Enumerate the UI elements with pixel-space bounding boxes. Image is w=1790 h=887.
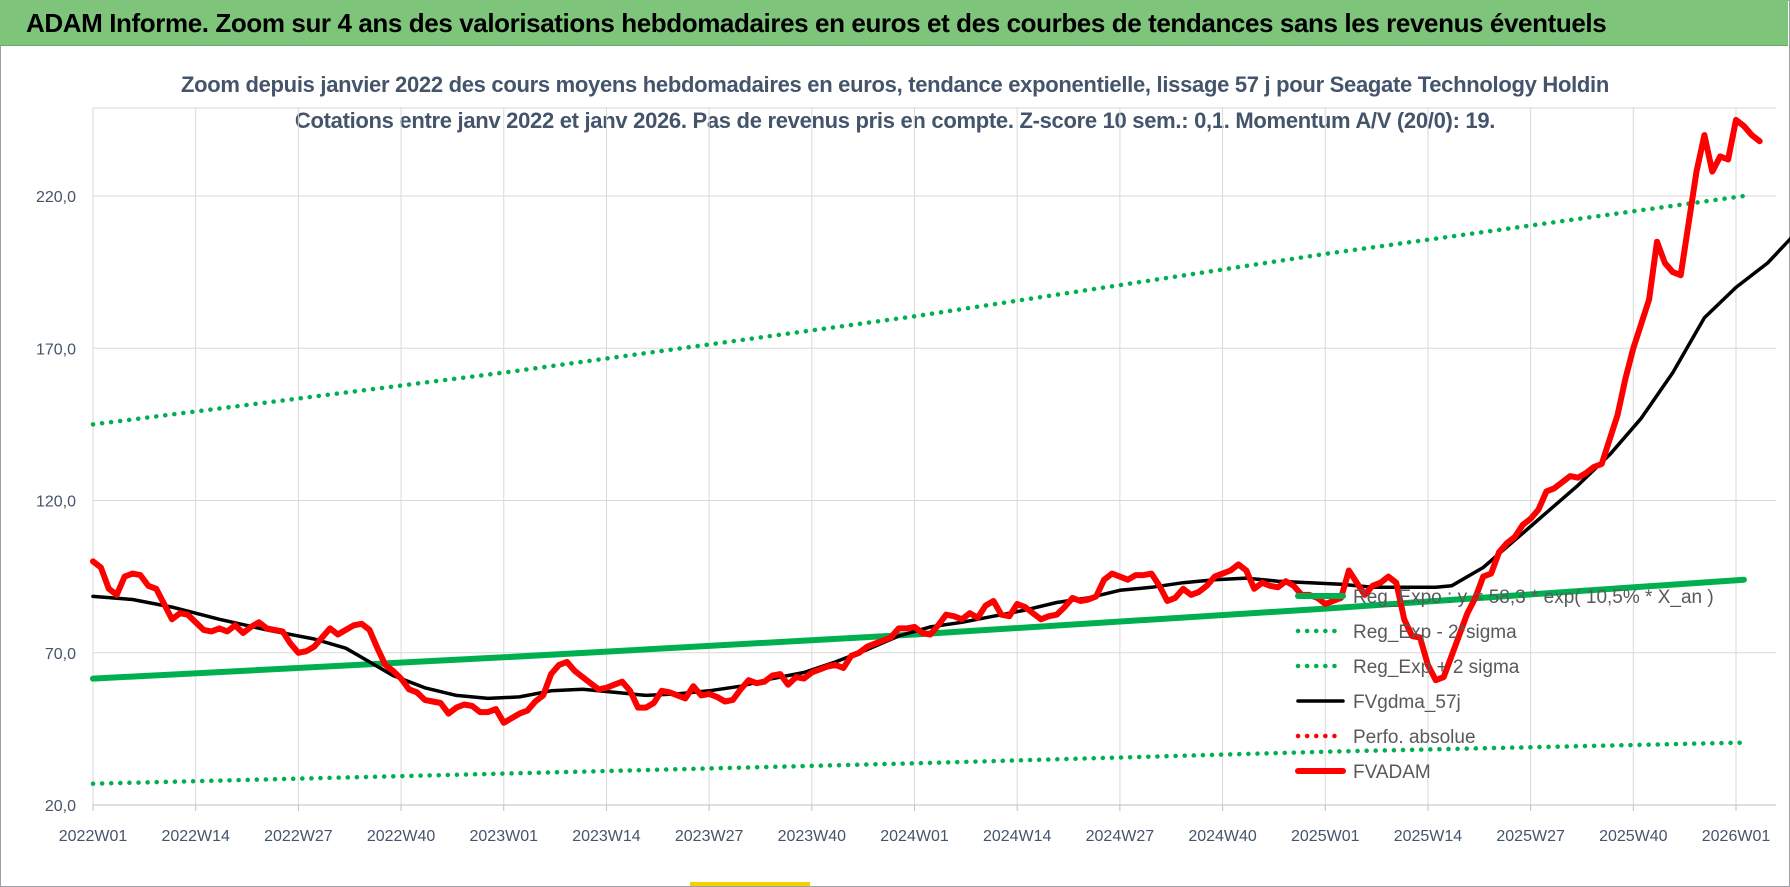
y-tick-label: 170,0 xyxy=(36,341,76,358)
x-tick-label: 2022W01 xyxy=(59,828,128,845)
legend-label: Reg_Expo : y = 58,3 * exp( 10,5% * X_an … xyxy=(1353,587,1714,608)
x-tick-label: 2026W01 xyxy=(1702,828,1771,845)
chart-subtitle: Cotations entre janv 2022 et janv 2026. … xyxy=(294,108,1496,133)
x-tick-label: 2024W14 xyxy=(983,828,1052,845)
bottom-accent-bar xyxy=(690,882,810,886)
x-tick-label: 2025W27 xyxy=(1496,828,1565,845)
series-line-1 xyxy=(90,740,1747,786)
x-tick-label: 2023W01 xyxy=(470,828,539,845)
x-tick-label: 2025W40 xyxy=(1599,828,1668,845)
x-tick-label: 2024W27 xyxy=(1086,828,1155,845)
legend-label: FVADAM xyxy=(1353,762,1431,783)
y-tick-label: 120,0 xyxy=(36,494,76,511)
legend-label: FVgdma_57j xyxy=(1353,692,1461,713)
x-tick-label: 2025W14 xyxy=(1394,828,1463,845)
x-tick-label: 2023W27 xyxy=(675,828,744,845)
x-tick-label: 2025W01 xyxy=(1291,828,1360,845)
y-tick-label: 220,0 xyxy=(36,189,76,206)
x-tick-label: 2024W01 xyxy=(880,828,949,845)
report-banner: ADAM Informe. Zoom sur 4 ans des valoris… xyxy=(0,0,1788,46)
x-tick-label: 2022W40 xyxy=(367,828,436,845)
x-tick-label: 2022W14 xyxy=(161,828,230,845)
chart-title: Zoom depuis janvier 2022 des cours moyen… xyxy=(180,72,1609,97)
y-tick-label: 70,0 xyxy=(45,646,76,663)
x-tick-label: 2022W27 xyxy=(264,828,333,845)
x-tick-label: 2024W40 xyxy=(1188,828,1257,845)
x-tick-label: 2023W14 xyxy=(572,828,641,845)
series-line-2 xyxy=(90,193,1747,427)
series-line-0 xyxy=(90,576,1747,682)
report-title: ADAM Informe. Zoom sur 4 ans des valoris… xyxy=(26,8,1607,38)
x-tick-label: 2023W40 xyxy=(778,828,847,845)
legend-label: Reg_Exp - 2*sigma xyxy=(1353,622,1517,643)
series-line-5 xyxy=(90,116,1763,726)
y-tick-label: 20,0 xyxy=(45,798,76,815)
legend-label: Reg_Exp + 2 sigma xyxy=(1353,657,1520,678)
legend-label: Perfo. absolue xyxy=(1353,727,1476,748)
